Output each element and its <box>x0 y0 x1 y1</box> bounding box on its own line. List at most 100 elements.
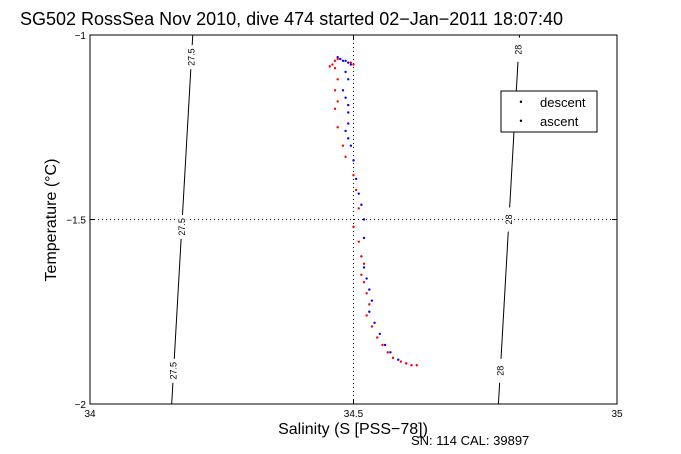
ascent-point <box>365 314 368 317</box>
ascent-point <box>368 303 371 306</box>
chart-title: SG502 RossSea Nov 2010, dive 474 started… <box>20 9 563 29</box>
contour-label-bg <box>168 358 179 383</box>
ascent-point <box>405 362 408 365</box>
contour-label-bg <box>176 214 187 239</box>
descent-point <box>362 266 366 269</box>
descent-point <box>373 321 376 325</box>
ascent-point <box>365 292 368 295</box>
x-tick-label: 34.5 <box>344 409 364 420</box>
ascent-point <box>344 155 347 158</box>
contour-label-bg <box>513 37 524 62</box>
descent-point <box>352 159 355 162</box>
descent-point <box>349 144 353 147</box>
ascent-point <box>341 144 345 147</box>
ascent-point <box>333 107 337 111</box>
ascent-point <box>354 188 358 192</box>
ascent-point <box>333 59 337 63</box>
descent-point <box>347 122 350 125</box>
ascent-point <box>415 364 418 367</box>
x-tick-label: 34 <box>84 409 96 420</box>
descent-point <box>397 358 400 361</box>
descent-point <box>365 277 368 280</box>
ascent-point <box>336 78 339 81</box>
ascent-point <box>362 281 366 284</box>
y-tick-label: −2 <box>75 400 87 411</box>
descent-point <box>368 310 371 313</box>
descent-point <box>344 96 347 99</box>
ascent-point <box>333 67 337 70</box>
descent-point <box>362 236 366 240</box>
data-points <box>328 55 418 367</box>
ascent-point <box>370 325 374 328</box>
y-tick-label: −1 <box>75 31 87 42</box>
legend: • descent • ascent <box>500 90 598 133</box>
contour-label: 28 <box>504 214 514 224</box>
descent-point <box>344 59 347 63</box>
descent-point <box>336 55 339 59</box>
ascent-point <box>333 89 337 92</box>
ascent-point <box>336 126 339 129</box>
ascent-point <box>349 61 353 64</box>
contour-label: 27.5 <box>169 362 179 380</box>
ascent-point <box>376 336 379 339</box>
x-axis-label: Salinity (S [PSS−78]) <box>278 421 428 438</box>
contour-label: 27.5 <box>177 218 187 236</box>
ascent-point <box>328 65 331 68</box>
legend-marker-ascent: • <box>519 116 522 126</box>
y-tick-label: −1.5 <box>66 216 86 227</box>
ascent-point <box>357 207 360 210</box>
ascent-point <box>352 174 355 177</box>
ascent-point <box>362 262 366 265</box>
descent-point <box>349 63 353 66</box>
descent-point <box>383 343 387 347</box>
density-contours: 27.5 27.5 27.5 28 28 28 <box>168 34 524 405</box>
contour-label: 27.5 <box>187 48 197 66</box>
descent-point <box>339 57 342 61</box>
descent-point <box>357 192 360 195</box>
ascent-point <box>360 255 363 258</box>
contour-label-bg <box>503 207 514 232</box>
contour-label: 28 <box>495 366 505 376</box>
descent-point <box>347 137 350 140</box>
ascent-point <box>336 100 339 103</box>
descent-point <box>341 59 345 63</box>
descent-point <box>368 288 371 291</box>
descent-point <box>370 299 374 302</box>
descent-point <box>378 332 382 336</box>
ascent-point <box>386 351 389 354</box>
legend-label-descent: descent <box>540 95 586 110</box>
ascent-point <box>336 57 339 61</box>
x-tick-label: 35 <box>611 409 623 420</box>
descent-point <box>360 203 363 206</box>
y-axis-label: Temperature (°C) <box>43 159 60 282</box>
legend-marker-descent: • <box>519 97 522 107</box>
legend-box <box>500 90 598 133</box>
ascent-point <box>331 63 334 66</box>
descent-point <box>344 70 347 74</box>
ascent-point <box>391 356 395 360</box>
ascent-point <box>352 63 355 66</box>
ascent-point <box>357 240 360 243</box>
descent-point <box>347 78 350 81</box>
descent-point <box>341 89 345 92</box>
footer-calibration: SN: 114 CAL: 39897 <box>411 433 529 448</box>
axis-ticks: 34 34.5 35 −1 −1.5 −2 <box>66 31 623 420</box>
descent-point <box>347 61 350 64</box>
descent-point <box>362 218 366 221</box>
descent-point <box>347 103 350 107</box>
ascent-point <box>399 360 403 363</box>
contour-label-bg <box>495 358 506 383</box>
descent-point <box>347 111 350 114</box>
grid-lines <box>90 35 617 404</box>
descent-point <box>354 177 358 181</box>
descent-point <box>389 351 392 354</box>
contour-label: 28 <box>514 45 524 55</box>
ascent-point <box>360 273 363 277</box>
ascent-point <box>410 364 413 367</box>
descent-point <box>344 129 347 133</box>
ascent-point <box>352 225 355 229</box>
contour-label-bg <box>186 45 197 70</box>
legend-label-ascent: ascent <box>540 114 579 129</box>
ascent-point <box>381 343 384 347</box>
